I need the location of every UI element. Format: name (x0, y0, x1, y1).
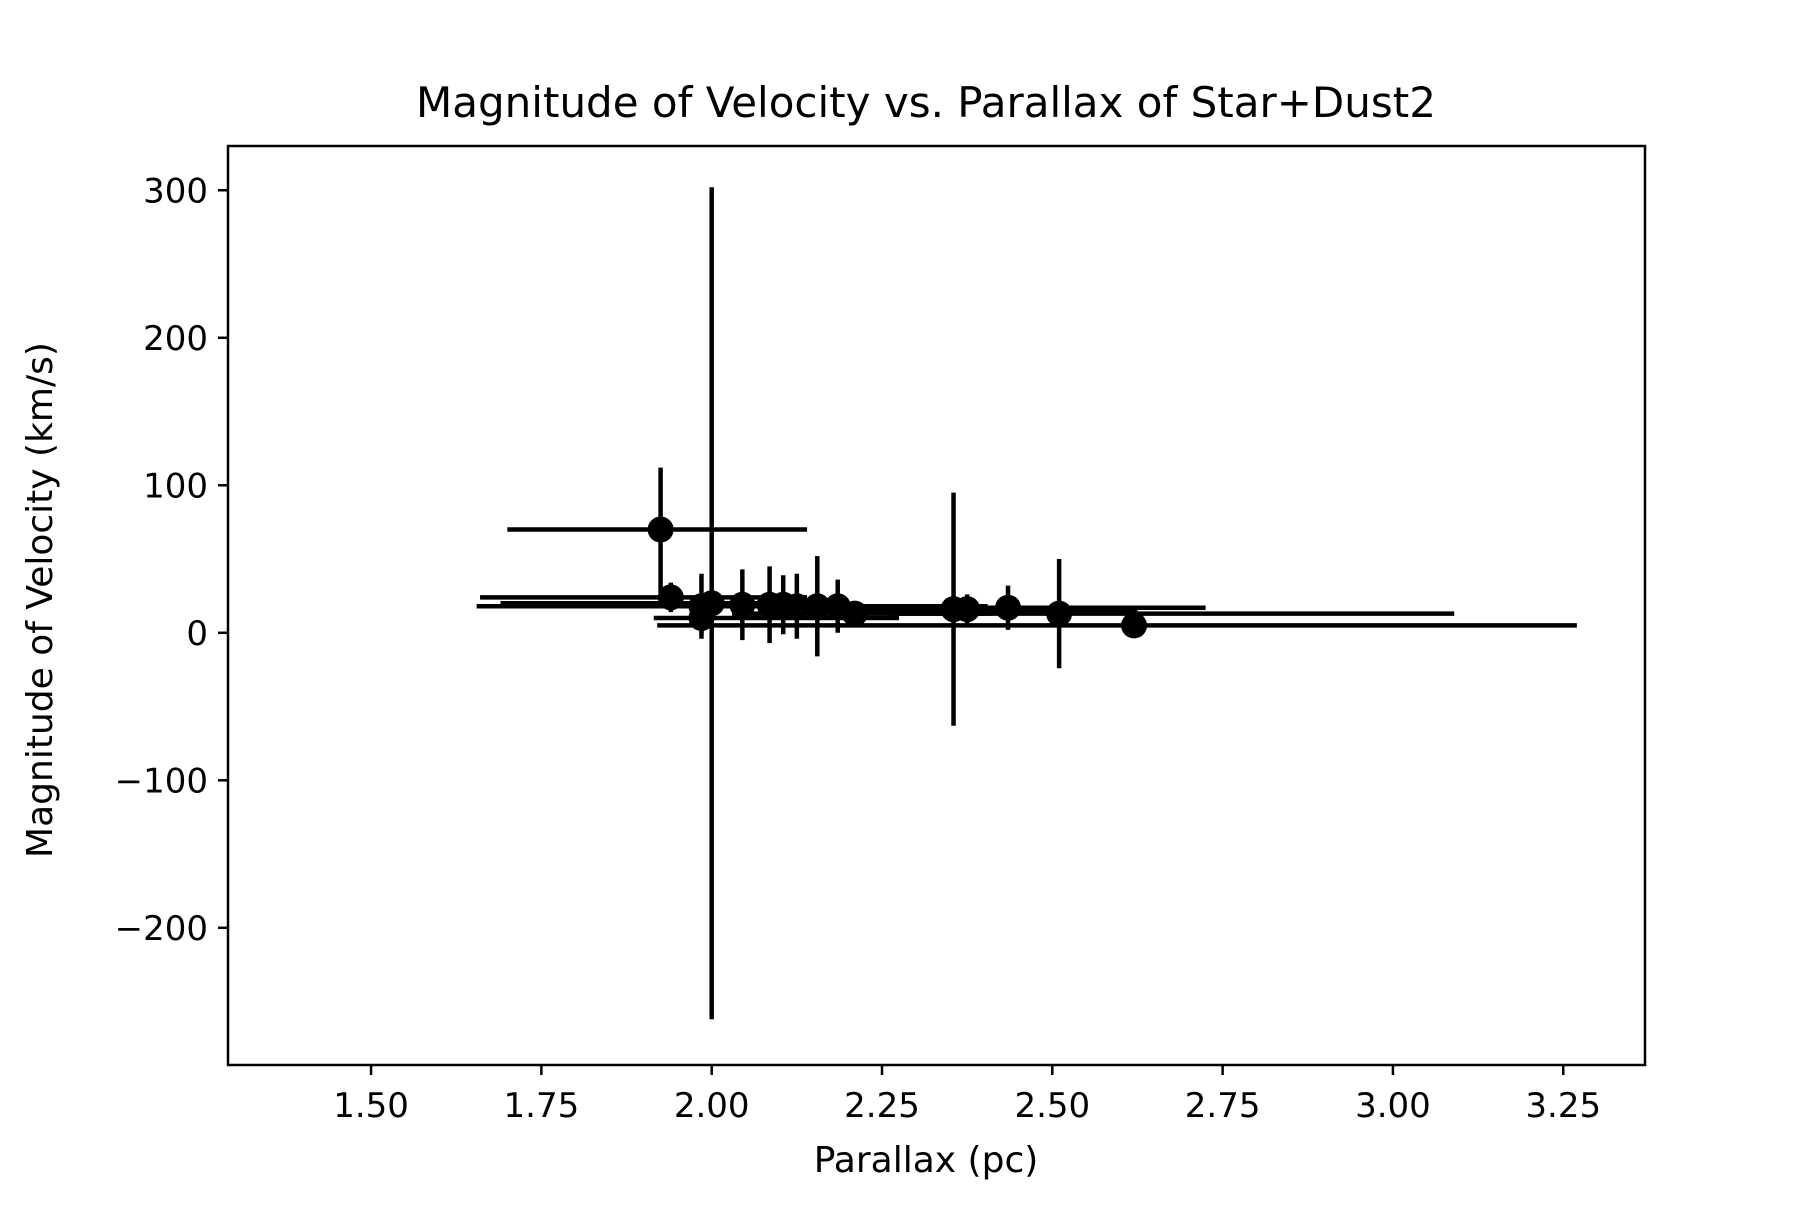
data-point-15 (888, 559, 1455, 669)
x-tick-label: 2.75 (1185, 1086, 1261, 1126)
x-tick-label: 2.25 (844, 1086, 920, 1126)
data-point-0 (507, 467, 808, 593)
axes: 1.50 1.75 2.00 2.25 2.50 2.75 3.00 3.25 −200 −100… (115, 144, 1647, 1126)
x-tick-label: 2.50 (1014, 1086, 1090, 1126)
y-tick-label: 300 (143, 171, 208, 211)
y-tick-label: 100 (143, 466, 208, 506)
data-marker (995, 594, 1022, 621)
data-marker (1121, 612, 1148, 639)
chart-title: Magnitude of Velocity vs. Parallax of St… (416, 78, 1436, 127)
x-tick-label: 2.00 (674, 1086, 750, 1126)
y-tick-label: 0 (186, 614, 208, 654)
data-marker (1046, 600, 1073, 627)
plot-frame (226, 144, 1647, 1067)
data-marker (647, 516, 674, 543)
y-tick-label: −200 (115, 909, 208, 949)
x-tick-label: 3.00 (1355, 1086, 1431, 1126)
x-axis-label: Parallax (pc) (814, 1140, 1039, 1181)
x-tick-label: 3.25 (1525, 1086, 1601, 1126)
x-tick-label: 1.50 (333, 1086, 409, 1126)
x-tick-label: 1.75 (504, 1086, 580, 1126)
y-axis-label: Magnitude of Velocity (km/s) (20, 342, 61, 858)
y-tick-label: −100 (115, 761, 208, 801)
data-marker (841, 600, 868, 627)
plot-area (476, 187, 1577, 1020)
data-point-16 (657, 612, 1577, 639)
y-tick-label: 200 (143, 319, 208, 359)
